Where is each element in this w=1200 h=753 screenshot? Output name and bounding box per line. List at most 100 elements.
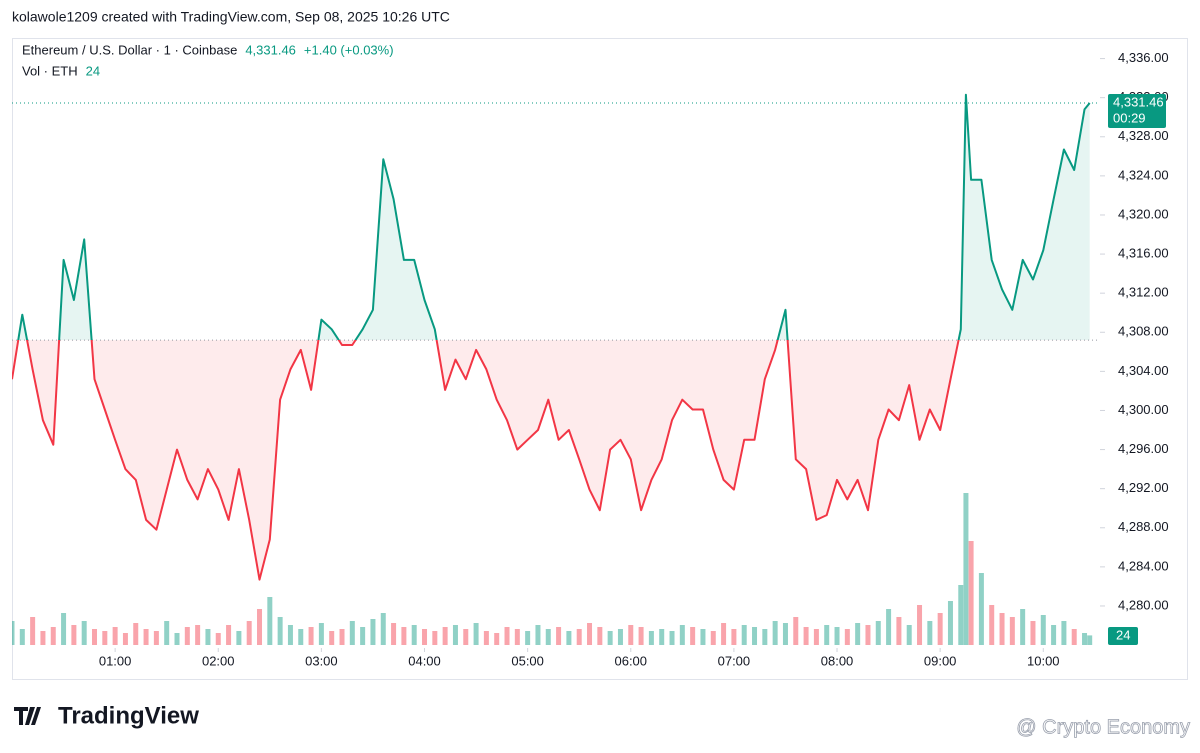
volume-bar — [937, 613, 943, 645]
volume-bar — [122, 633, 128, 645]
volume-bar — [473, 623, 479, 645]
volume-bar — [963, 493, 969, 645]
volume-bar — [411, 625, 417, 645]
volume-bar — [710, 631, 716, 645]
volume-bar — [947, 601, 953, 645]
y-tick-label: 4,300.00 — [1118, 402, 1169, 417]
volume-bar — [205, 629, 211, 645]
volume-bar — [494, 633, 500, 645]
volume-bar — [648, 631, 654, 645]
volume-bar — [195, 625, 201, 645]
volume-bar — [793, 617, 799, 645]
volume-bar — [12, 621, 15, 645]
volume-bar — [1030, 621, 1036, 645]
volume-bar — [731, 629, 737, 645]
header-change: +1.40 (+0.03%) — [304, 42, 394, 57]
x-tick-label: 01:00 — [99, 653, 132, 668]
volume-badge — [1108, 627, 1138, 645]
volume-bar — [617, 629, 623, 645]
volume-bar — [50, 627, 56, 645]
volume-bar — [432, 631, 438, 645]
y-tick-label: 4,292.00 — [1118, 480, 1169, 495]
y-tick-label: 4,312.00 — [1118, 285, 1169, 300]
volume-bar — [61, 613, 67, 645]
volume-bar — [700, 629, 706, 645]
volume-bar — [545, 629, 551, 645]
volume-bar — [287, 625, 293, 645]
volume-title: Vol · ETH — [22, 63, 78, 78]
volume-bar — [102, 631, 108, 645]
price-badge — [1108, 93, 1166, 128]
volume-bar — [772, 621, 778, 645]
brand: TradingView — [58, 702, 199, 729]
y-tick-label: 4,328.00 — [1118, 128, 1169, 143]
volume-bar — [576, 629, 582, 645]
volume-bar — [143, 629, 149, 645]
volume-bar — [164, 621, 170, 645]
volume-bar — [844, 629, 850, 645]
volume-bar — [184, 627, 190, 645]
volume-value: 24 — [86, 63, 100, 78]
volume-bar — [659, 629, 665, 645]
countdown: 00:29 — [1113, 110, 1146, 125]
y-tick-label: 4,280.00 — [1118, 597, 1169, 612]
volume-bar — [112, 627, 118, 645]
baseline-area — [12, 94, 1090, 580]
volume-bar — [463, 629, 469, 645]
volume-bar — [762, 629, 768, 645]
y-tick-label: 4,316.00 — [1118, 246, 1169, 261]
volume-bar — [556, 627, 562, 645]
volume-bar — [236, 631, 242, 645]
volume-bar — [329, 631, 335, 645]
volume-bar — [483, 631, 489, 645]
y-tick-label: 4,324.00 — [1118, 167, 1169, 182]
volume-bar — [267, 597, 273, 645]
volume-bar — [607, 631, 613, 645]
credit: kolawole1209 created with TradingView.co… — [12, 9, 450, 25]
header-price: 4,331.46 — [245, 42, 296, 57]
volume-bar — [978, 573, 984, 645]
price-badge-label: 4,331.46 — [1113, 94, 1164, 109]
volume-bar — [277, 617, 283, 645]
volume-bar — [927, 621, 933, 645]
volume-bar — [813, 629, 819, 645]
volume-bar — [71, 625, 77, 645]
volume-bar — [1087, 635, 1093, 645]
volume-bar — [968, 541, 974, 645]
x-tick-label: 07:00 — [718, 653, 751, 668]
x-tick-label: 02:00 — [202, 653, 235, 668]
volume-bar — [752, 627, 758, 645]
volume-bar — [514, 629, 520, 645]
y-tick-label: 4,288.00 — [1118, 519, 1169, 534]
volume-bar — [824, 625, 830, 645]
volume-bar — [875, 621, 881, 645]
volume-bar — [174, 633, 180, 645]
volume-bar — [298, 629, 304, 645]
volume-bar — [587, 623, 593, 645]
volume-bar — [1071, 629, 1077, 645]
y-tick-label: 4,296.00 — [1118, 441, 1169, 456]
volume-bar — [360, 627, 366, 645]
volume-bar — [855, 623, 861, 645]
volume-bar — [865, 625, 871, 645]
x-tick-label: 10:00 — [1027, 653, 1060, 668]
volume-bar — [308, 627, 314, 645]
volume-bar — [370, 619, 376, 645]
x-tick-label: 03:00 — [305, 653, 338, 668]
volume-bar — [597, 627, 603, 645]
volume-bar — [339, 629, 345, 645]
volume-bar — [153, 631, 159, 645]
volume-bar — [246, 621, 252, 645]
chart-title: Ethereum / U.S. Dollar · 1 · Coinbase — [22, 42, 237, 57]
volume-bar — [1009, 617, 1015, 645]
volume-bar — [1040, 615, 1046, 645]
volume-bar — [133, 623, 139, 645]
volume-bar — [215, 633, 221, 645]
volume-bar — [257, 609, 263, 645]
x-tick-label: 06:00 — [614, 653, 647, 668]
volume-bar — [442, 627, 448, 645]
volume-bar — [896, 617, 902, 645]
volume-bar — [782, 623, 788, 645]
